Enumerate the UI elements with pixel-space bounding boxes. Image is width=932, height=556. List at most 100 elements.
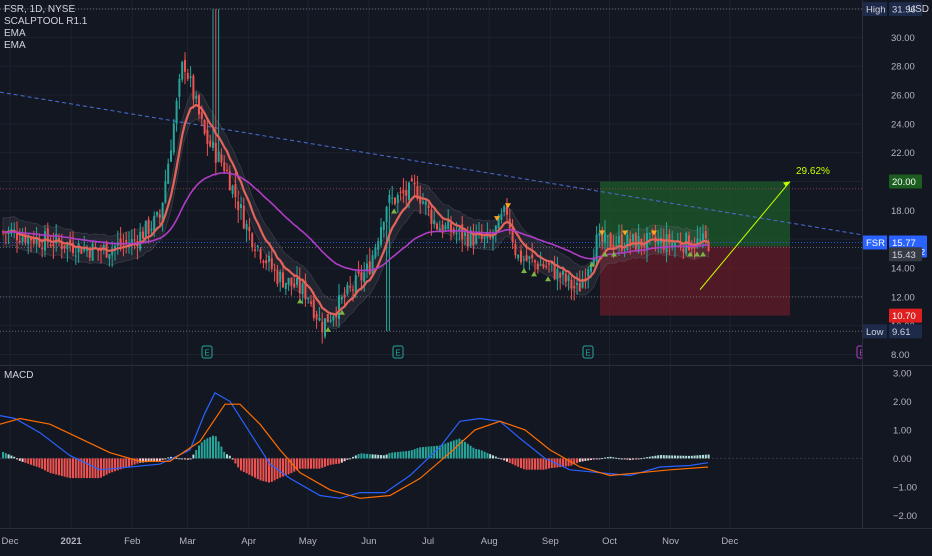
time-tick-label: Jul bbox=[422, 536, 434, 547]
candle-body bbox=[181, 61, 184, 80]
price-chart[interactable]: 29.62%EEEE bbox=[0, 0, 868, 365]
macd-histogram-bar bbox=[349, 458, 352, 460]
candle-body bbox=[405, 190, 408, 196]
macd-chart[interactable] bbox=[0, 366, 862, 528]
indicator-ema-1[interactable]: EMA bbox=[4, 28, 26, 39]
signal-buy-icon bbox=[611, 251, 617, 257]
candle-body bbox=[206, 130, 209, 144]
macd-histogram-bar bbox=[503, 458, 506, 461]
candle-body bbox=[66, 242, 69, 250]
candle-body bbox=[536, 263, 539, 270]
macd-histogram-bar bbox=[475, 448, 478, 459]
target-zone bbox=[600, 181, 790, 247]
candle-body bbox=[172, 123, 175, 153]
macd-histogram-bar bbox=[441, 444, 444, 459]
candle-body bbox=[578, 283, 581, 292]
macd-label[interactable]: MACD bbox=[4, 370, 34, 381]
candle-body bbox=[223, 162, 226, 172]
price-axis[interactable]: 32.0030.0028.0026.0024.0022.0018.0016.00… bbox=[862, 0, 932, 365]
candle-body bbox=[332, 316, 335, 321]
candle-body bbox=[466, 233, 469, 247]
indicator-scalptool[interactable]: SCALPTOOL R1.1 bbox=[4, 16, 88, 27]
macd-histogram-bar bbox=[153, 458, 156, 462]
candle-body bbox=[298, 279, 301, 294]
candle-body bbox=[542, 264, 545, 268]
candle-body bbox=[503, 206, 506, 213]
earnings-marker-label: E bbox=[585, 349, 590, 358]
macd-histogram-bar bbox=[254, 458, 256, 478]
candle-body bbox=[30, 237, 32, 241]
candle-body bbox=[374, 247, 377, 258]
candle-body bbox=[158, 214, 161, 218]
candle-body bbox=[150, 228, 153, 231]
currency-label[interactable]: USD bbox=[907, 4, 929, 15]
candle-body bbox=[494, 225, 497, 232]
macd-histogram-bar bbox=[517, 458, 520, 467]
macd-histogram-bar bbox=[534, 458, 536, 470]
macd-histogram-bar bbox=[640, 458, 643, 460]
candle-body bbox=[679, 243, 682, 248]
price-tick-label: 8.00 bbox=[891, 350, 910, 361]
macd-histogram-bar bbox=[637, 458, 640, 460]
macd-histogram-bar bbox=[175, 457, 178, 459]
candle-body bbox=[380, 227, 382, 245]
macd-histogram-bar bbox=[525, 458, 528, 470]
candle-body bbox=[153, 215, 156, 232]
candle-body bbox=[125, 240, 128, 243]
candle-body bbox=[612, 245, 615, 250]
macd-histogram-bar bbox=[161, 458, 164, 460]
projection-arrow bbox=[699, 181, 791, 290]
macd-histogram-bar bbox=[338, 458, 340, 464]
macd-histogram-bar bbox=[360, 453, 363, 459]
candle-body bbox=[548, 263, 550, 265]
macd-histogram-bar bbox=[464, 441, 466, 459]
macd-histogram-bar bbox=[629, 458, 632, 461]
low-value-bg bbox=[889, 324, 922, 339]
candle-body bbox=[671, 242, 674, 248]
macd-histogram-bar bbox=[419, 447, 422, 459]
macd-axis[interactable]: 3.00 2.00 1.00 0.00 −1.00 −2.00 bbox=[862, 366, 932, 528]
macd-histogram-bar bbox=[598, 458, 601, 460]
candle-body bbox=[220, 154, 223, 163]
macd-histogram-bar bbox=[466, 443, 469, 459]
candle-body bbox=[164, 181, 167, 203]
signal-buy-icon bbox=[297, 298, 303, 304]
percent-label: 29.62% bbox=[796, 166, 830, 177]
candle-body bbox=[595, 234, 598, 262]
macd-histogram-bar bbox=[324, 458, 326, 467]
candle-body bbox=[192, 75, 195, 100]
macd-histogram-bar bbox=[122, 458, 125, 469]
time-tick-label: Dec bbox=[2, 536, 19, 547]
candle-body bbox=[234, 184, 237, 198]
indicator-ema-2[interactable]: EMA bbox=[4, 40, 26, 51]
macd-histogram-bar bbox=[520, 458, 522, 469]
candle-body bbox=[623, 249, 626, 251]
macd-histogram-bar bbox=[679, 455, 682, 459]
macd-histogram-bar bbox=[483, 451, 486, 459]
candle-body bbox=[195, 95, 198, 99]
macd-histogram-bar bbox=[116, 458, 119, 471]
time-tick-label: Feb bbox=[124, 536, 140, 547]
candle-body bbox=[377, 241, 380, 250]
macd-histogram-bar bbox=[497, 457, 500, 459]
pane-separator[interactable] bbox=[0, 365, 932, 366]
macd-histogram-bar bbox=[486, 452, 489, 459]
symbol-title[interactable]: FSR, 1D, NYSE bbox=[4, 4, 76, 15]
candle-body bbox=[413, 183, 416, 185]
time-axis[interactable]: Dec 2021 Feb Mar Apr May Jun Jul Aug Sep Oct Nov Dec bbox=[0, 528, 932, 551]
candle-body bbox=[450, 223, 452, 233]
macd-histogram-bar bbox=[646, 457, 648, 459]
macd-histogram-bar bbox=[321, 458, 324, 468]
macd-histogram-bar bbox=[58, 458, 60, 476]
price-pane[interactable]: 29.62%EEEE FSR, 1D, NYSE SCALPTOOL R1.1 … bbox=[0, 0, 868, 365]
macd-histogram-bar bbox=[35, 458, 38, 467]
candle-body bbox=[699, 239, 702, 241]
macd-histogram-bar bbox=[567, 458, 570, 467]
macd-histogram-bar bbox=[7, 454, 10, 459]
price-tick-label: 12.00 bbox=[891, 292, 915, 303]
candle-body bbox=[189, 76, 192, 79]
candle-body bbox=[161, 202, 164, 222]
macd-histogram-bar bbox=[573, 458, 576, 465]
macd-pane[interactable]: MACD bbox=[0, 366, 862, 528]
candle-body bbox=[385, 206, 388, 223]
